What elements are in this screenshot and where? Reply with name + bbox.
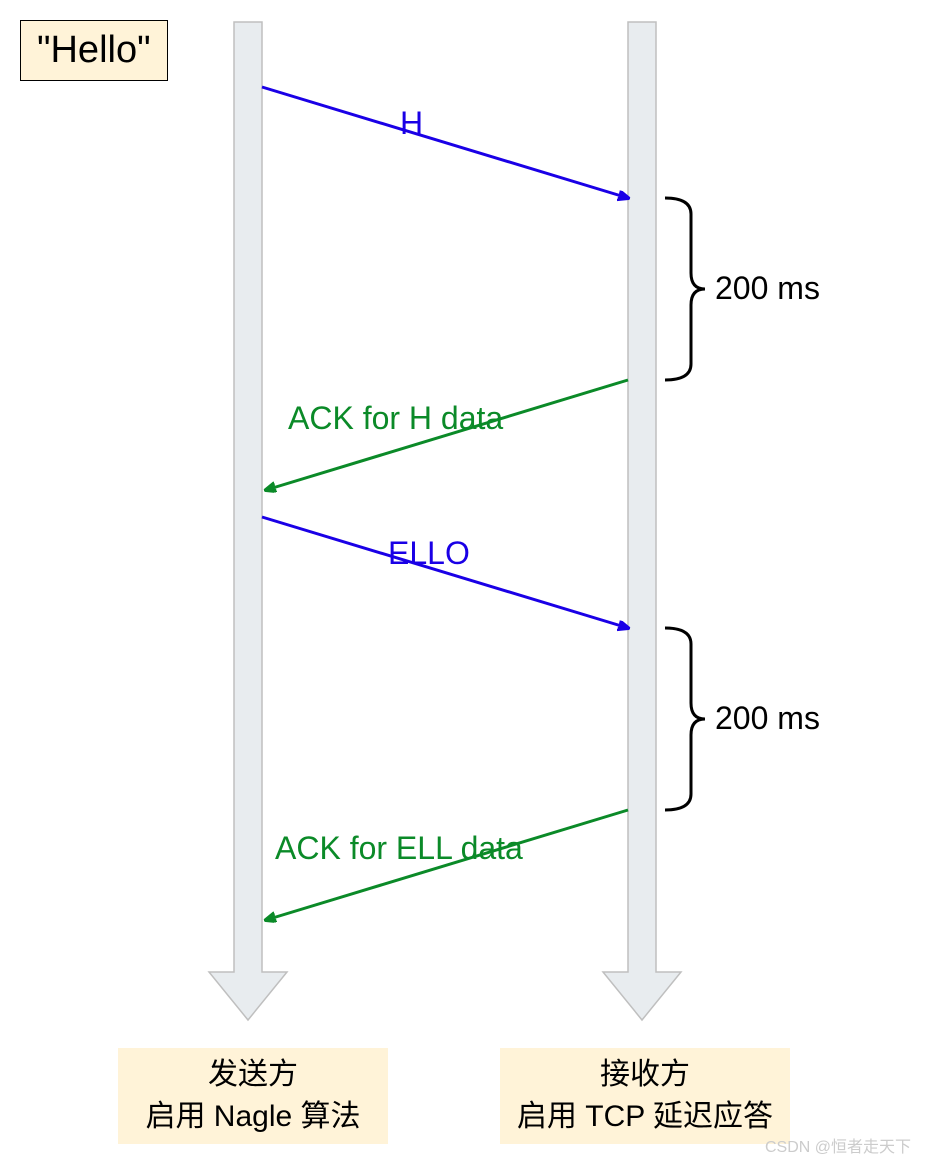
send-label-0: H xyxy=(400,105,423,142)
receiver-caption-line2: 启用 TCP 延迟应答 xyxy=(504,1096,786,1138)
ack-label-3: ACK for ELL data xyxy=(275,830,523,867)
receiver-timeline xyxy=(603,22,681,1020)
send-label-2: ELLO xyxy=(388,535,470,572)
send-arrow-2 xyxy=(262,517,628,628)
sender-caption-line2: 启用 Nagle 算法 xyxy=(122,1096,384,1138)
delay-brace-0 xyxy=(665,198,705,380)
delay-label-0: 200 ms xyxy=(715,270,820,307)
delay-label-1: 200 ms xyxy=(715,700,820,737)
receiver-caption: 接收方启用 TCP 延迟应答 xyxy=(500,1048,790,1144)
sender-caption-line1: 发送方 xyxy=(122,1054,384,1096)
delay-brace-1 xyxy=(665,628,705,810)
ack-label-1: ACK for H data xyxy=(288,400,503,437)
hello-box: "Hello" xyxy=(20,20,168,81)
watermark: CSDN @恒者走天下 xyxy=(765,1133,911,1157)
send-arrow-0 xyxy=(262,87,628,198)
receiver-caption-line1: 接收方 xyxy=(504,1054,786,1096)
sender-caption: 发送方启用 Nagle 算法 xyxy=(118,1048,388,1144)
